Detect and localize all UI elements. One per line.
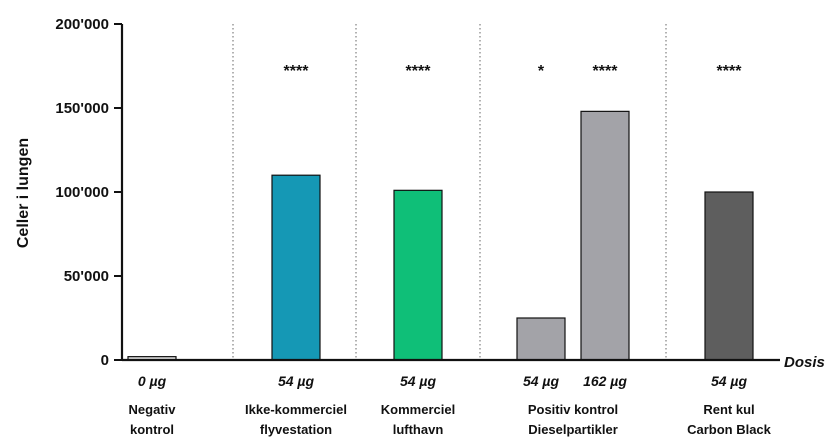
group-label-line2: kontrol xyxy=(130,422,174,437)
dose-labels: 0 µg 54 µg 54 µg 54 µg 162 µg 54 µg xyxy=(138,373,748,389)
y-axis-label: Celler i lungen xyxy=(15,138,32,248)
y-tick-label: 50'000 xyxy=(64,268,109,285)
x-axis-label: Dosis xyxy=(784,354,825,371)
y-tick-label: 100'000 xyxy=(55,184,109,201)
dose-label: 54 µg xyxy=(711,373,748,389)
dose-label: 54 µg xyxy=(523,373,560,389)
bar xyxy=(580,110,630,361)
dose-label: 54 µg xyxy=(278,373,315,389)
group-label-line1: Ikke-kommerciel xyxy=(245,402,347,417)
group-label-line1: Negativ xyxy=(129,402,177,417)
y-ticks: 0 50'000 100'000 150'000 200'000 xyxy=(55,16,122,369)
dose-label: 54 µg xyxy=(400,373,437,389)
significance-label: **** xyxy=(284,63,310,80)
y-tick-label: 200'000 xyxy=(55,16,109,33)
y-tick-label: 0 xyxy=(101,352,109,369)
group-label-line2: Dieselpartikler xyxy=(528,422,618,437)
significance-labels: **** **** * **** **** xyxy=(284,63,743,80)
bar xyxy=(393,189,443,361)
group-label-line2: lufthavn xyxy=(393,422,444,437)
axes xyxy=(120,24,780,362)
group-label-line1: Kommerciel xyxy=(381,402,455,417)
significance-label: **** xyxy=(717,63,743,80)
group-label-line2: Carbon Black xyxy=(687,422,772,437)
group-labels: Negativ kontrol Ikke-kommerciel flyvestatio… xyxy=(129,402,772,437)
bar xyxy=(704,191,754,361)
group-label-line1: Positiv kontrol xyxy=(528,402,618,417)
group-separators xyxy=(232,24,667,360)
dose-label: 0 µg xyxy=(138,373,167,389)
group-label-line2: flyvestation xyxy=(260,422,332,437)
bars xyxy=(127,110,754,361)
dose-label: 162 µg xyxy=(583,373,627,389)
group-label-line1: Rent kul xyxy=(703,402,754,417)
significance-label: **** xyxy=(593,63,619,80)
bar xyxy=(516,317,566,361)
significance-label: * xyxy=(538,63,545,80)
y-tick-label: 150'000 xyxy=(55,100,109,117)
bar xyxy=(271,174,321,361)
significance-label: **** xyxy=(406,63,432,80)
